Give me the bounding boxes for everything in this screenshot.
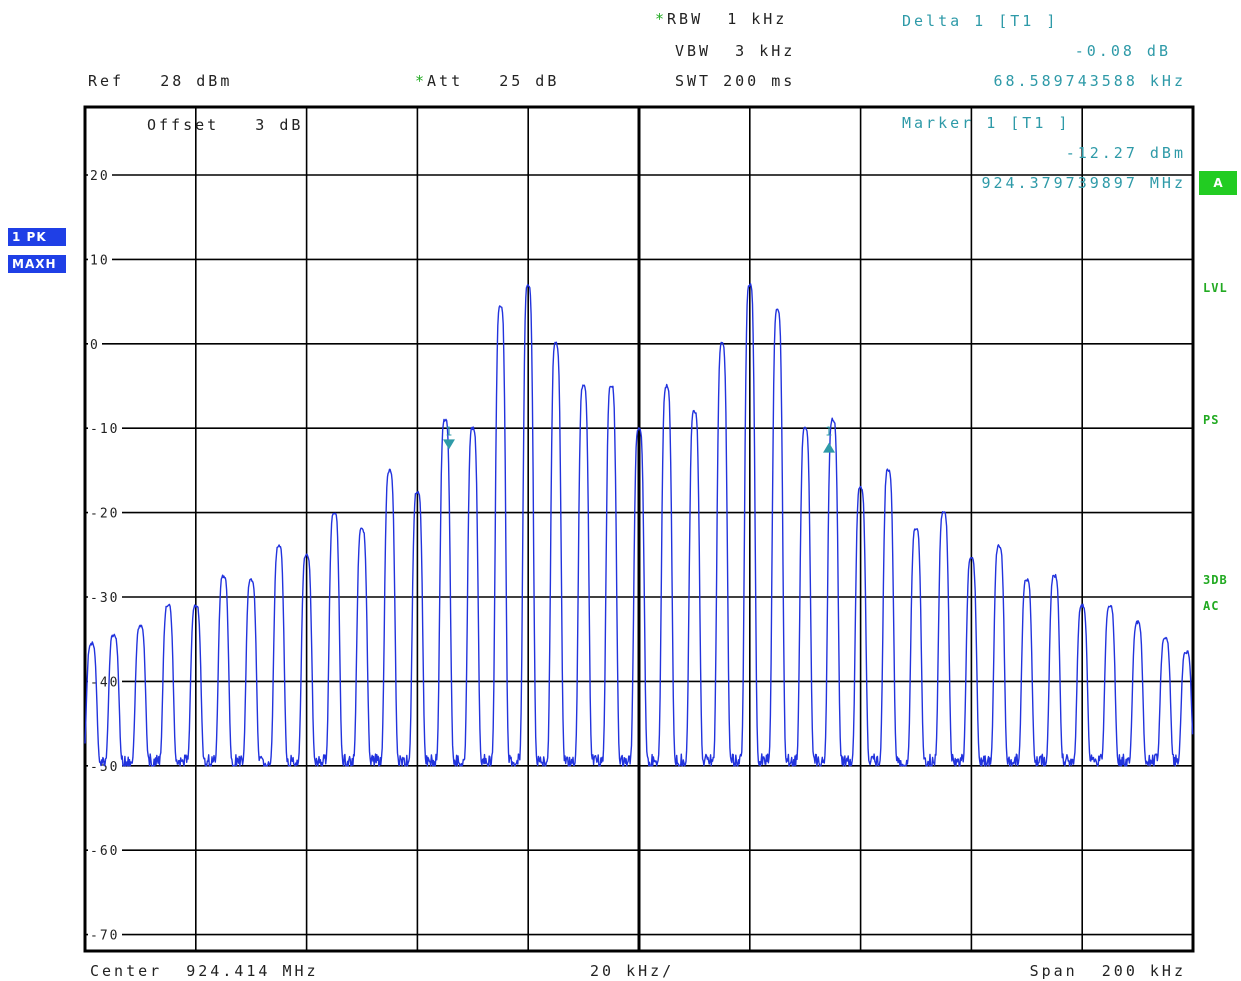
swt-value: 200 ms: [723, 72, 796, 90]
division-label: 20 kHz/: [590, 962, 675, 980]
att-value: 25 dB: [499, 72, 560, 90]
y-tick-label-bg: [88, 505, 122, 520]
delta-title: Delta 1 [T1 ]: [902, 12, 1059, 30]
y-tick-label-bg: [88, 927, 122, 942]
status-lvl: LVL: [1203, 281, 1228, 295]
marker-freq: 924.379739897 MHz: [981, 174, 1186, 192]
ref-value: 28 dBm: [160, 72, 233, 90]
center-frequency: Center 924.414 MHz: [90, 962, 319, 980]
status-ac: AC: [1203, 599, 1220, 613]
marker-label: 1: [825, 425, 832, 439]
y-tick-label: -70: [90, 929, 119, 944]
y-tick-label-bg: [88, 590, 122, 604]
spectrum-trace: [84, 283, 1194, 767]
att-star: *: [415, 72, 428, 90]
y-tick-label-bg: [88, 421, 122, 436]
status-3db: 3DB: [1203, 573, 1228, 587]
marker-triangle: [442, 439, 455, 450]
y-tick-label-bg: [88, 252, 112, 267]
marker-title: Marker 1 [T1 ]: [902, 114, 1071, 132]
delta-freq: 68.589743588 kHz: [993, 72, 1186, 90]
vbw-readout: VBW 3 kHz: [675, 42, 795, 60]
trace-mode-badge[interactable]: MAXH: [8, 255, 66, 273]
marker-triangle: [823, 442, 836, 453]
y-tick-label: -60: [90, 844, 119, 859]
swt-readout: SWT 200 ms: [675, 72, 795, 90]
y-tick-label-bg: [88, 336, 102, 351]
y-tick-label: -10: [90, 422, 119, 437]
status-ps: PS: [1203, 413, 1220, 427]
vbw-label: VBW: [675, 42, 712, 60]
att-label: Att: [427, 72, 464, 90]
marker-label: 1: [445, 424, 452, 438]
y-tick-label-bg: [88, 843, 122, 858]
y-tick-label: -50: [90, 760, 119, 775]
y-tick-label: 20: [90, 169, 110, 184]
y-tick-label-bg: [88, 168, 112, 182]
marker-level: -12.27 dBm: [1065, 144, 1186, 162]
rbw-value: 1 kHz: [727, 10, 788, 28]
trace-detector-badge[interactable]: 1 PK: [8, 228, 66, 246]
y-tick-label: 10: [90, 253, 110, 268]
ref-label: Ref: [88, 72, 125, 90]
status-a-badge: A: [1199, 171, 1237, 195]
graticule: [83, 105, 1195, 953]
rbw-readout: *RBW 1 kHz: [655, 10, 787, 28]
offset-label: Offset 3 dB: [147, 116, 304, 134]
y-tick-labels: 20 10 0 -10 -20 -30 -40 -50 -60 -70: [88, 168, 122, 944]
rbw-star: *: [655, 10, 668, 28]
delta-level: -0.08 dB: [1074, 42, 1171, 60]
y-tick-label: 0: [90, 338, 100, 353]
rbw-label: RBW: [667, 10, 704, 28]
att-readout: *Att 25 dB: [415, 72, 559, 90]
y-tick-label: -40: [90, 675, 119, 690]
vbw-value: 3 kHz: [735, 42, 796, 60]
swt-label: SWT: [675, 72, 712, 90]
y-tick-label: -20: [90, 507, 119, 522]
y-tick-label: -30: [90, 591, 119, 606]
ref-readout: Ref 28 dBm: [88, 72, 232, 90]
span-label: Span 200 kHz: [1029, 962, 1186, 980]
